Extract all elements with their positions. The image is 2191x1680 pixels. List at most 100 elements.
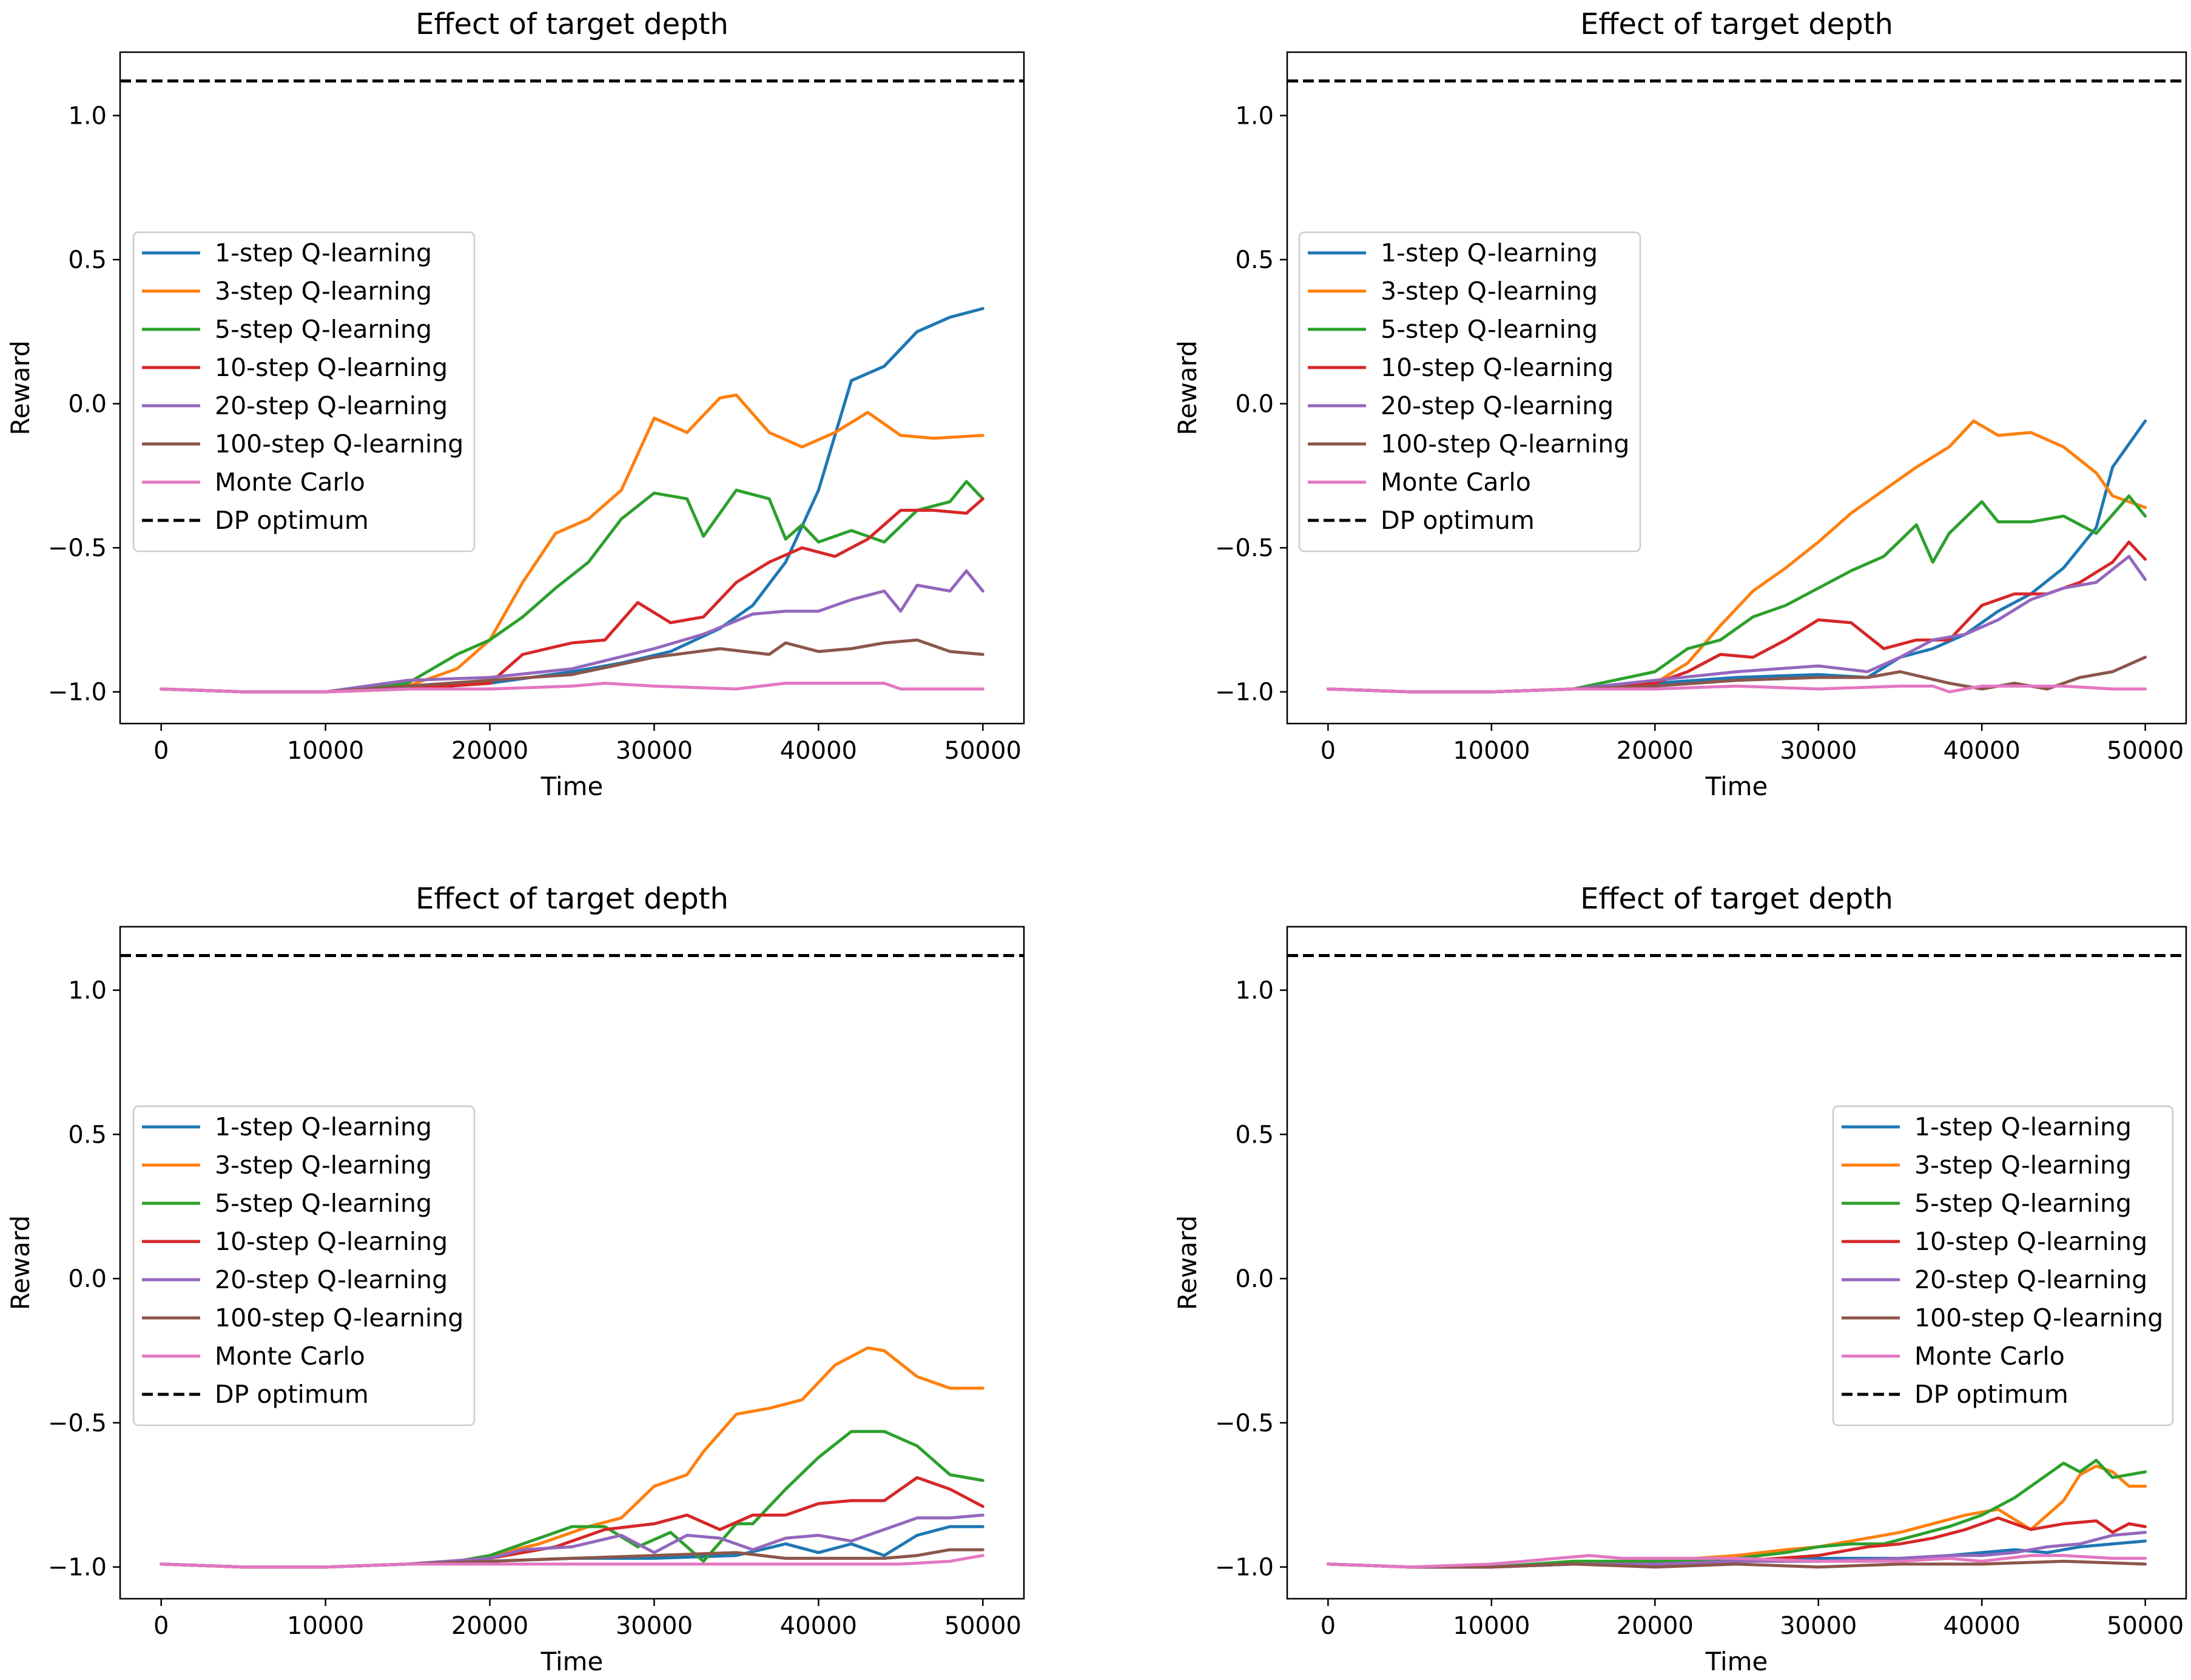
x-tick-label: 30000: [616, 1612, 693, 1640]
series-line-monte-carlo: [160, 682, 984, 694]
x-tick-label: 40000: [780, 1612, 857, 1640]
legend-label-20-step-q-learning: 20-step Q-learning: [215, 1265, 448, 1294]
legend: 1-step Q-learning 3-step Q-learning 5-step…: [1298, 231, 1641, 553]
legend-label-1-step-q-learning: 1-step Q-learning: [1914, 1112, 2132, 1141]
legend-box: [1298, 231, 1641, 553]
x-axis-label: Time: [540, 771, 604, 801]
axes-frame: [119, 51, 1025, 725]
legend-label-20-step-q-learning: 20-step Q-learning: [215, 391, 448, 420]
series-line-20-step-q-learning: [1326, 554, 2147, 694]
legend-label-10-step-q-learning: 10-step Q-learning: [215, 353, 448, 382]
x-tick-label: 50000: [2107, 737, 2184, 765]
series-line-monte-carlo: [1326, 1554, 2147, 1569]
series-line-100-step-q-learning: [1326, 1559, 2147, 1569]
y-tick-label: −0.5: [48, 534, 107, 562]
y-tick-label: −1.0: [48, 679, 107, 707]
y-tick-label: 1.0: [1235, 977, 1274, 1005]
legend-label-monte-carlo: Monte Carlo: [1914, 1342, 2065, 1371]
y-tick-label: 0.0: [1235, 1265, 1274, 1293]
chart-panel-2: Effect of target depth 0 10000 20000 30000 40…: [1173, 7, 2187, 801]
y-axis-label: Reward: [1173, 340, 1202, 435]
legend-label-dp-optimum: DP optimum: [1381, 506, 1535, 535]
y-tick-label: −1.0: [1215, 1554, 1274, 1582]
legend-label-5-step-q-learning: 5-step Q-learning: [215, 315, 432, 344]
legend-label-3-step-q-learning: 3-step Q-learning: [215, 277, 432, 306]
legend-label-monte-carlo: Monte Carlo: [1381, 468, 1531, 497]
chart-title: Effect of target depth: [1580, 7, 1893, 41]
legend-label-20-step-q-learning: 20-step Q-learning: [1914, 1265, 2147, 1294]
chart-title: Effect of target depth: [416, 7, 729, 41]
legend-label-dp-optimum: DP optimum: [1914, 1380, 2068, 1409]
x-tick-label: 0: [1321, 737, 1336, 765]
x-tick-label: 40000: [1944, 1612, 2021, 1640]
y-tick-label: −1.0: [1215, 679, 1274, 707]
x-tick-label: 50000: [2107, 1612, 2184, 1640]
legend: 1-step Q-learning 3-step Q-learning 5-step…: [132, 1105, 476, 1426]
chart-panel-1: Effect of target depth 0 10000 20000 30000 40…: [5, 7, 1025, 801]
y-tick-label: 0.0: [68, 1265, 107, 1293]
legend-box: [132, 1105, 476, 1426]
chart-panel-3: Effect of target depth 0 10000 20000 30000 40…: [5, 882, 1025, 1676]
x-tick-label: 40000: [780, 737, 857, 765]
series-line-5-step-q-learning: [160, 480, 984, 694]
legend-box: [132, 231, 476, 553]
x-tick-label: 20000: [451, 1612, 528, 1640]
y-tick-label: 0.0: [68, 391, 107, 418]
x-tick-label: 0: [153, 737, 169, 765]
legend-label-10-step-q-learning: 10-step Q-learning: [1381, 353, 1614, 382]
legend-label-dp-optimum: DP optimum: [215, 1380, 369, 1409]
y-axis-label: Reward: [5, 1215, 35, 1310]
x-axis-label: Time: [1705, 1647, 1768, 1676]
x-tick-label: 10000: [287, 1612, 364, 1640]
x-tick-label: 20000: [1617, 1612, 1694, 1640]
x-tick-label: 30000: [1780, 1612, 1857, 1640]
y-tick-label: 0.5: [1235, 246, 1274, 274]
y-tick-label: −0.5: [48, 1410, 107, 1437]
series-line-20-step-q-learning: [160, 569, 984, 694]
legend-box: [1832, 1105, 2174, 1426]
x-tick-label: 0: [1321, 1612, 1336, 1640]
chart-title: Effect of target depth: [1580, 882, 1893, 916]
legend-label-3-step-q-learning: 3-step Q-learning: [215, 1151, 432, 1180]
legend-label-1-step-q-learning: 1-step Q-learning: [1381, 238, 1598, 267]
axes-frame: [1286, 51, 2187, 725]
x-tick-label: 10000: [1453, 1612, 1530, 1640]
legend-label-5-step-q-learning: 5-step Q-learning: [1381, 315, 1598, 344]
y-tick-label: 1.0: [68, 977, 107, 1005]
legend-label-monte-carlo: Monte Carlo: [215, 468, 365, 497]
legend-label-3-step-q-learning: 3-step Q-learning: [1914, 1151, 2132, 1180]
series-line-5-step-q-learning: [1326, 494, 2147, 694]
chart-panel-4: Effect of target depth 0 10000 20000 30000 40…: [1173, 882, 2187, 1676]
legend-label-dp-optimum: DP optimum: [215, 506, 369, 535]
y-tick-label: 0.5: [68, 246, 107, 274]
y-tick-label: 0.5: [1235, 1121, 1274, 1149]
axes-frame: [1286, 926, 2187, 1600]
legend-label-100-step-q-learning: 100-step Q-learning: [215, 429, 463, 459]
x-axis-label: Time: [540, 1647, 604, 1676]
y-tick-label: −0.5: [1215, 534, 1274, 562]
legend-label-1-step-q-learning: 1-step Q-learning: [215, 1112, 432, 1141]
y-tick-label: −1.0: [48, 1554, 107, 1582]
legend-label-100-step-q-learning: 100-step Q-learning: [1381, 429, 1629, 459]
series-line-10-step-q-learning: [1326, 540, 2147, 694]
legend-label-10-step-q-learning: 10-step Q-learning: [215, 1227, 448, 1256]
legend: 1-step Q-learning 3-step Q-learning 5-step…: [132, 231, 476, 553]
series-line-monte-carlo: [1326, 684, 2147, 694]
y-tick-label: −0.5: [1215, 1410, 1274, 1437]
series-line-5-step-q-learning: [1326, 1459, 2147, 1569]
x-tick-label: 10000: [1453, 737, 1530, 765]
axes-frame: [119, 926, 1025, 1600]
legend-label-5-step-q-learning: 5-step Q-learning: [215, 1189, 432, 1218]
x-tick-label: 20000: [451, 737, 528, 765]
legend-label-3-step-q-learning: 3-step Q-learning: [1381, 277, 1598, 306]
legend-label-5-step-q-learning: 5-step Q-learning: [1914, 1189, 2132, 1218]
x-tick-label: 50000: [944, 737, 1021, 765]
x-axis-label: Time: [1705, 771, 1768, 801]
legend: 1-step Q-learning 3-step Q-learning 5-step…: [1832, 1105, 2174, 1426]
legend-label-100-step-q-learning: 100-step Q-learning: [215, 1303, 463, 1332]
x-tick-label: 40000: [1944, 737, 2021, 765]
legend-label-100-step-q-learning: 100-step Q-learning: [1914, 1303, 2163, 1332]
chart-title: Effect of target depth: [416, 882, 729, 916]
y-tick-label: 1.0: [1235, 102, 1274, 130]
